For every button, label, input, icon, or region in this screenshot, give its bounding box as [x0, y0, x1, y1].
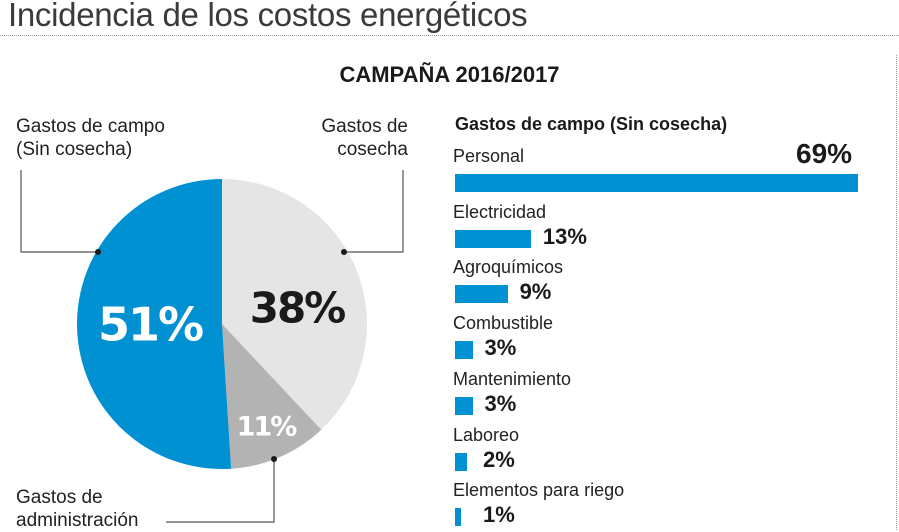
bar-category-label: Electricidad [453, 201, 547, 222]
leader-line-cosecha [344, 170, 404, 253]
leader-line-campo [20, 170, 98, 253]
bar-chart-title: Gastos de campo (Sin cosecha) [455, 114, 728, 134]
bar [455, 174, 858, 192]
leader-line-cosecha-dot [341, 249, 347, 255]
pie-value-label-administracion: 11% [237, 412, 298, 443]
bar-value-label: 3% [484, 335, 517, 361]
bar-category-label: Elementos para riego [453, 480, 625, 501]
pie-label-cosecha-line1: Gastos de [321, 116, 408, 137]
pie-label-administracion: Gastos de administración [16, 486, 139, 532]
bar [455, 396, 473, 415]
bar-category-label: Mantenimiento [453, 368, 572, 389]
chart-subtitle: CAMPAÑA 2016/2017 [339, 62, 560, 87]
pie-value-label-campo: 51% [98, 298, 203, 352]
bar [455, 341, 473, 360]
right-border-divider [896, 55, 897, 530]
leader-line-administracion-dot [271, 456, 277, 462]
pie-slice-campo [76, 179, 232, 470]
bar-value-label: 69% [796, 138, 853, 169]
pie-label-cosecha: Gastos de cosecha [290, 115, 408, 161]
bar-value-label: 9% [519, 279, 552, 305]
pie-label-campo: Gastos de campo (Sin cosecha) [16, 115, 165, 161]
bar-category-label: Personal [453, 146, 525, 166]
bar-value-label: 13% [542, 223, 587, 249]
bar-category-label: Combustible [453, 313, 554, 334]
bar-value-label: 1% [483, 502, 515, 528]
pie-label-administracion-line1: Gastos de [16, 487, 103, 508]
bar-value-label: 3% [484, 390, 517, 416]
pie-slice-cosecha [222, 179, 367, 430]
pie-label-campo-line1: Gastos de campo [16, 116, 165, 137]
title-divider [0, 35, 899, 36]
page-title: Incidencia de los costos energéticos [8, 0, 528, 33]
bar [455, 285, 508, 304]
bar-value-label: 2% [483, 446, 515, 472]
bar [455, 229, 531, 248]
bar [455, 452, 467, 471]
pie-value-label-cosecha: 38% [250, 284, 345, 333]
pie-label-cosecha-line2: cosecha [337, 139, 408, 160]
pie-label-campo-line2: (Sin cosecha) [16, 139, 133, 160]
pie-slice-administracion [222, 324, 322, 469]
leader-line-administracion [166, 459, 275, 523]
leader-line-campo-dot [95, 249, 101, 255]
bar-category-label: Laboreo [453, 424, 520, 445]
bar [455, 508, 461, 527]
pie-label-administracion-line2: administración [16, 510, 139, 531]
bar-category-label: Agroquímicos [453, 257, 564, 278]
